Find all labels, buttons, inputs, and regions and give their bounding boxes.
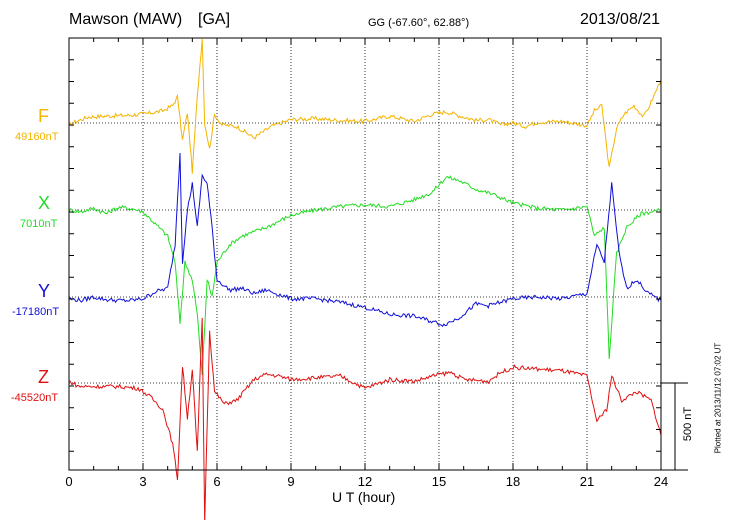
series-line-X — [68, 175, 662, 375]
baseline-label-F: 49160nT — [15, 131, 59, 143]
geographic-coords: GG (-67.60°, 62.88°) — [368, 17, 470, 29]
series-line-F — [68, 38, 662, 174]
series-name-X: X — [38, 193, 51, 213]
x-tick-label: 3 — [139, 474, 146, 489]
baseline-label-X: 7010nT — [20, 218, 58, 230]
baseline-label-Y: -17180nT — [12, 306, 60, 318]
station-code: [GA] — [198, 11, 231, 28]
date-label: 2013/08/21 — [580, 11, 661, 28]
x-tick-label: 21 — [580, 474, 594, 489]
gridlines — [142, 38, 588, 470]
series-name-Z: Z — [38, 367, 49, 387]
baseline-label-Z: -45520nT — [11, 392, 59, 404]
x-tick-labels: 0 3 6 9 12 15 18 21 24 — [65, 474, 668, 489]
series-line-Y — [68, 152, 662, 328]
x-tick-label: 9 — [287, 474, 294, 489]
x-tick-label: 12 — [358, 474, 372, 489]
x-tick-label: 6 — [213, 474, 220, 489]
axis-ticks — [68, 37, 662, 470]
x-tick-label: 18 — [506, 474, 520, 489]
scale-bar-label: 500 nT — [682, 406, 694, 442]
x-tick-label: 24 — [654, 474, 668, 489]
x-tick-label: 0 — [65, 474, 72, 489]
station-title: Mawson (MAW) — [69, 11, 183, 28]
plotted-at-note: Plotted at 2013/11/12 07:02 UT — [713, 342, 723, 454]
series-name-Y: Y — [38, 281, 51, 301]
scale-bar — [661, 382, 688, 471]
x-tick-label: 15 — [432, 474, 446, 489]
series-name-F: F — [38, 106, 49, 126]
series-line-Z — [68, 317, 662, 520]
x-axis-label: U T (hour) — [332, 489, 396, 505]
series-lines — [68, 38, 662, 520]
